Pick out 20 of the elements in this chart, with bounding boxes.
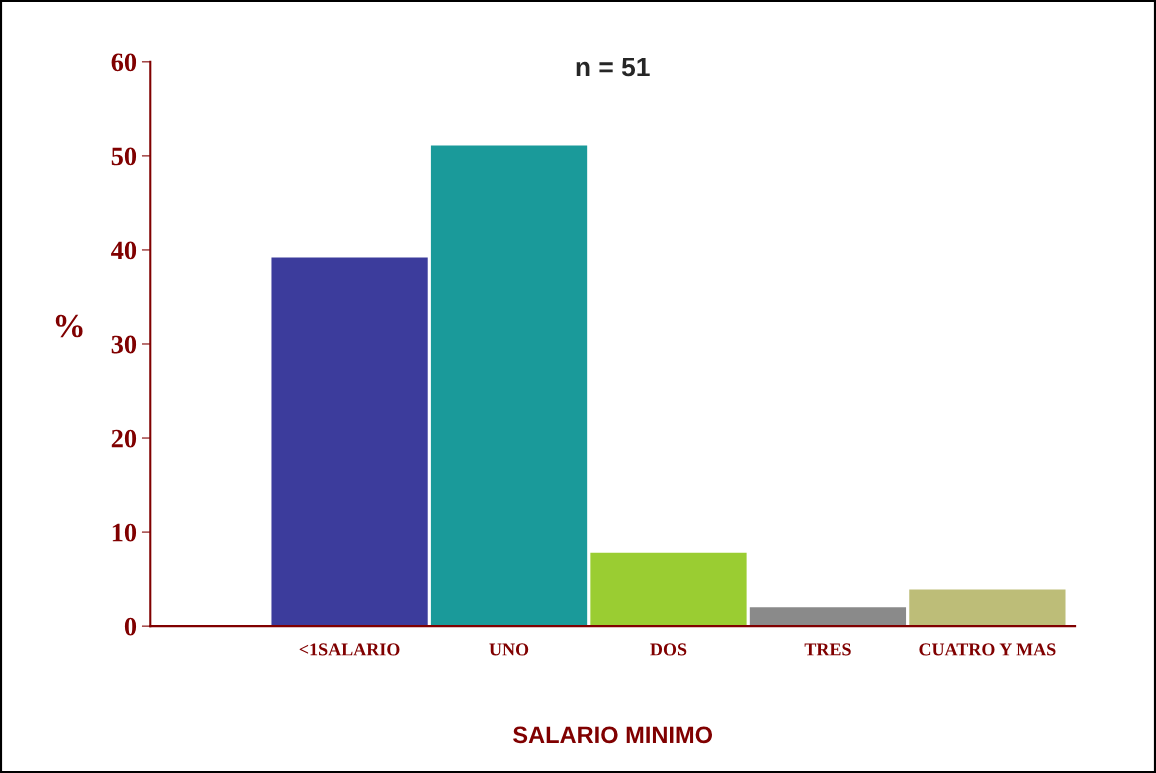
y-tick-label: 40 — [111, 241, 137, 260]
bar — [909, 589, 1066, 627]
x-tick-label: DOS — [650, 643, 687, 656]
bar — [271, 257, 428, 627]
chart-title: n = 51 — [576, 57, 650, 77]
x-tick-label: CUATRO Y MAS — [919, 643, 1056, 656]
y-tick-label: 10 — [112, 523, 137, 542]
bar — [749, 607, 907, 627]
x-tick-label: TRES — [804, 643, 851, 656]
y-tick-label: 30 — [111, 335, 137, 354]
x-axis-title: SALARIO MINIMO — [513, 726, 713, 744]
y-axis-title: % — [55, 314, 83, 338]
x-tick-label: <1SALARIO — [299, 643, 400, 656]
x-tick-label: UNO — [489, 643, 529, 656]
y-tick-label: 50 — [111, 147, 137, 166]
y-tick-label: 20 — [111, 429, 137, 448]
y-tick-label: 60 — [111, 53, 137, 72]
bar — [430, 145, 588, 627]
y-tick-label: 0 — [124, 617, 137, 636]
bar — [590, 552, 747, 627]
